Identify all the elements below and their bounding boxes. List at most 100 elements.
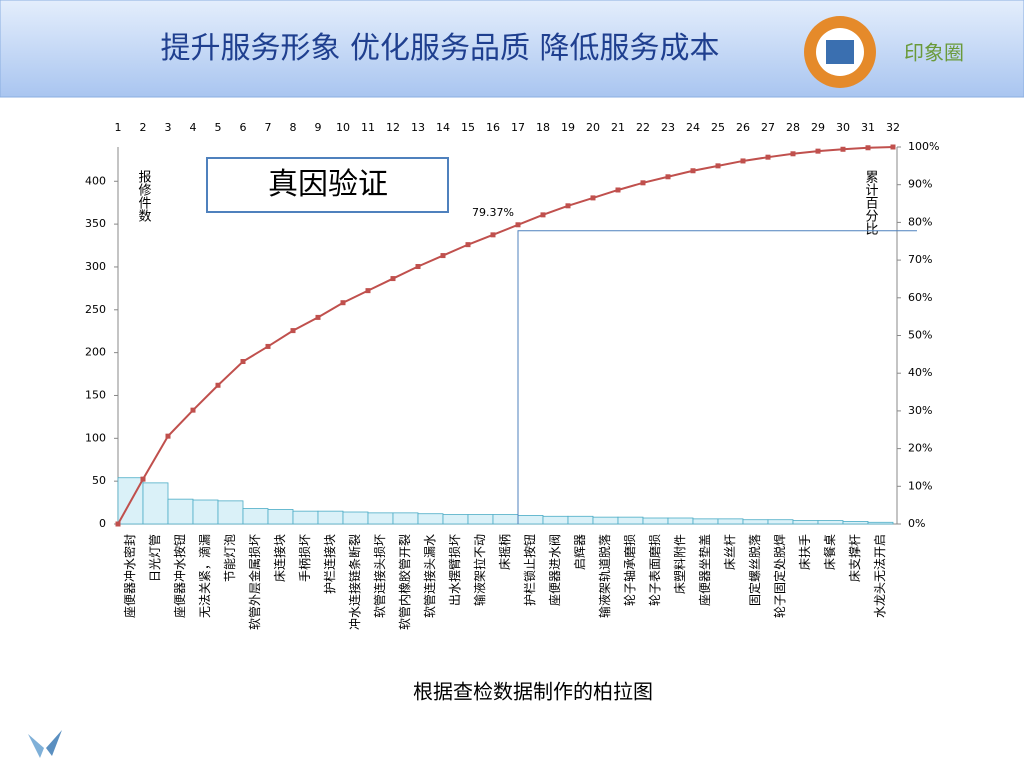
x-top-label: 13 xyxy=(411,121,425,134)
bar xyxy=(317,510,344,525)
y2-tick-label: 0% xyxy=(908,517,925,530)
x-top-label: 19 xyxy=(561,121,575,134)
x-top-label: 26 xyxy=(736,121,750,134)
x-top-label: 27 xyxy=(761,121,775,134)
x-top-label: 17 xyxy=(511,121,525,134)
line-marker xyxy=(515,222,521,228)
x-tick-label: 无法关紧，滴漏 xyxy=(197,534,212,618)
y-axis-title: 报修件数 xyxy=(136,170,152,222)
x-top-label: 4 xyxy=(190,121,197,134)
bar xyxy=(742,519,769,525)
x-top-label: 14 xyxy=(436,121,450,134)
y2-tick-label: 60% xyxy=(908,291,932,304)
bar xyxy=(417,513,444,525)
bar xyxy=(292,510,319,525)
x-top-label: 1 xyxy=(115,121,122,134)
x-top-label: 30 xyxy=(836,121,850,134)
x-top-label: 24 xyxy=(686,121,700,134)
x-tick-label: 轮子轴承磨损 xyxy=(622,534,637,606)
line-marker xyxy=(365,288,371,294)
x-tick-label: 床塑料附件 xyxy=(672,534,687,594)
line-marker xyxy=(140,476,146,482)
bar xyxy=(767,519,794,525)
bar xyxy=(517,515,544,525)
annotation-box xyxy=(206,157,449,213)
y2-tick-label: 30% xyxy=(908,404,932,417)
bar xyxy=(267,509,294,525)
line-marker xyxy=(315,314,321,320)
bar xyxy=(392,512,419,525)
x-top-label: 3 xyxy=(165,121,172,134)
line-marker xyxy=(440,253,446,259)
line-marker xyxy=(765,154,771,160)
line-marker xyxy=(165,433,171,439)
x-top-label: 31 xyxy=(861,121,875,134)
bar xyxy=(792,520,819,525)
line-marker xyxy=(840,146,846,152)
x-tick-label: 轮子固定处脱焊 xyxy=(772,534,787,618)
line-marker xyxy=(565,203,571,209)
bar xyxy=(192,499,219,525)
logo xyxy=(804,16,876,88)
y-tick-label: 400 xyxy=(85,174,106,187)
x-tick-label: 节能灯泡 xyxy=(223,534,237,582)
x-tick-label: 床连接块 xyxy=(272,534,287,582)
bar xyxy=(667,517,694,525)
x-tick-label: 软管外层金属损坏 xyxy=(247,534,262,630)
x-tick-label: 床支撑杆 xyxy=(847,534,862,582)
y2-tick-label: 80% xyxy=(908,215,932,228)
line-marker xyxy=(540,212,546,218)
butterfly xyxy=(28,730,62,758)
line-marker xyxy=(790,151,796,157)
line-marker xyxy=(190,407,196,413)
x-top-label: 20 xyxy=(586,121,600,134)
x-tick-label: 座便器进水阀 xyxy=(547,534,562,606)
y-tick-label: 150 xyxy=(85,388,106,401)
line-marker xyxy=(640,180,646,186)
data-label: 79.37% xyxy=(472,206,514,219)
bar xyxy=(142,482,169,525)
x-top-label: 18 xyxy=(536,121,550,134)
reference-line xyxy=(517,230,917,524)
y-tick-label: 50 xyxy=(92,474,106,487)
x-top-label: 16 xyxy=(486,121,500,134)
x-tick-label: 手柄损坏 xyxy=(298,534,312,582)
x-top-label: 23 xyxy=(661,121,675,134)
y2-tick-label: 90% xyxy=(908,178,932,191)
x-top-label: 7 xyxy=(265,121,272,134)
y-tick-label: 200 xyxy=(85,346,106,359)
x-tick-label: 出水摆臂损坏 xyxy=(448,534,462,606)
x-top-label: 15 xyxy=(461,121,475,134)
x-top-label: 6 xyxy=(240,121,247,134)
x-top-label: 28 xyxy=(786,121,800,134)
x-tick-label: 软管连接头漏水 xyxy=(422,534,437,618)
x-tick-label: 床丝杆 xyxy=(723,534,737,570)
bar xyxy=(842,521,869,525)
x-tick-label: 水龙头无法开启 xyxy=(873,534,887,618)
bar xyxy=(692,518,719,525)
x-tick-label: 护栏连接块 xyxy=(322,534,337,594)
x-tick-label: 护栏锁止按钮 xyxy=(522,534,537,606)
x-tick-label: 座便器冲水密封 xyxy=(122,534,137,618)
line-marker xyxy=(490,232,496,238)
x-top-label: 8 xyxy=(290,121,297,134)
bar xyxy=(592,516,619,525)
line-marker xyxy=(815,148,821,154)
x-tick-label: 床摇柄 xyxy=(498,534,512,570)
line-marker xyxy=(665,174,671,180)
line-marker xyxy=(740,158,746,164)
bar xyxy=(617,516,644,525)
bar xyxy=(442,514,469,525)
y-tick-label: 350 xyxy=(85,217,106,230)
x-tick-label: 输液架轨道脱落 xyxy=(597,534,612,618)
x-tick-label: 输液架拉不动 xyxy=(472,534,487,606)
x-tick-label: 启辉器 xyxy=(573,534,587,570)
x-top-label: 5 xyxy=(215,121,222,134)
x-tick-label: 床扶手 xyxy=(797,534,812,570)
line-marker xyxy=(265,343,271,349)
y-tick-label: 250 xyxy=(85,303,106,316)
bar xyxy=(342,511,369,525)
x-top-label: 32 xyxy=(886,121,900,134)
bar xyxy=(217,500,244,525)
x-top-label: 12 xyxy=(386,121,400,134)
